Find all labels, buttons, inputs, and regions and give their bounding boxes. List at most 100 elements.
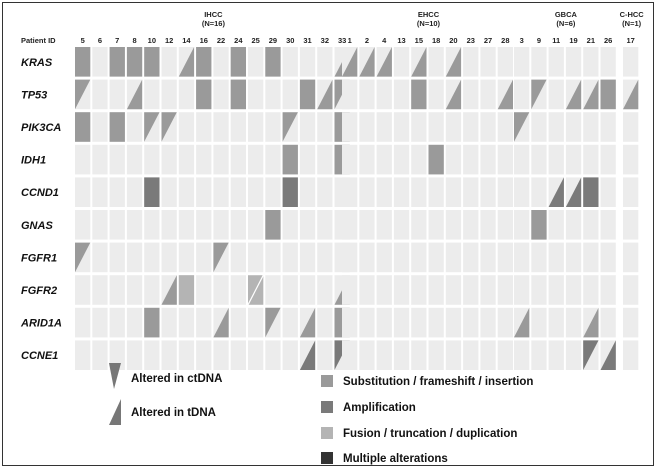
patient-id: 12 bbox=[165, 36, 173, 45]
patient-id-header: Patient ID bbox=[21, 36, 56, 45]
empty-cell bbox=[411, 340, 427, 370]
empty-cell bbox=[376, 144, 392, 175]
empty-cell bbox=[265, 242, 281, 273]
empty-cell bbox=[428, 275, 444, 305]
empty-cell bbox=[623, 177, 639, 207]
empty-cell bbox=[623, 275, 639, 305]
empty-cell bbox=[463, 340, 479, 370]
gene-label: IDH1 bbox=[21, 155, 46, 167]
empty-cell bbox=[480, 340, 496, 370]
empty-cell bbox=[126, 242, 143, 273]
patient-id: 16 bbox=[200, 36, 208, 45]
empty-cell bbox=[265, 275, 281, 305]
empty-cell bbox=[548, 79, 564, 110]
empty-cell bbox=[282, 307, 298, 338]
empty-cell bbox=[196, 242, 212, 273]
empty-cell bbox=[445, 275, 462, 305]
empty-cell bbox=[299, 47, 316, 77]
legend-ctdna-label: Altered in ctDNA bbox=[131, 373, 222, 385]
empty-cell bbox=[92, 242, 108, 273]
alteration-cell bbox=[75, 47, 91, 77]
alteration-cell bbox=[196, 47, 212, 77]
empty-cell bbox=[178, 340, 195, 370]
empty-cell bbox=[393, 79, 410, 110]
empty-cell bbox=[230, 210, 246, 240]
empty-cell bbox=[548, 340, 564, 370]
empty-cell bbox=[376, 307, 392, 338]
empty-cell bbox=[445, 210, 462, 240]
empty-cell bbox=[531, 242, 547, 273]
empty-cell bbox=[463, 112, 479, 142]
empty-cell bbox=[480, 177, 496, 207]
empty-cell bbox=[514, 275, 530, 305]
alteration-cell bbox=[531, 210, 547, 240]
empty-cell bbox=[178, 242, 195, 273]
empty-cell bbox=[144, 242, 160, 273]
legend: Altered in ctDNA Altered in tDNA Substit… bbox=[109, 363, 533, 465]
empty-cell bbox=[583, 242, 599, 273]
empty-cell bbox=[213, 177, 229, 207]
empty-cell bbox=[359, 275, 375, 305]
empty-cell bbox=[230, 112, 246, 142]
empty-cell bbox=[548, 47, 564, 77]
empty-cell bbox=[428, 242, 444, 273]
empty-cell bbox=[497, 177, 513, 207]
empty-cell bbox=[92, 210, 108, 240]
empty-cell bbox=[342, 210, 358, 240]
empty-cell bbox=[299, 242, 316, 273]
patient-id: 20 bbox=[449, 36, 457, 45]
patient-id: 22 bbox=[217, 36, 225, 45]
empty-cell bbox=[565, 47, 582, 77]
gene-label: FGFR1 bbox=[21, 252, 57, 264]
empty-cell bbox=[109, 242, 125, 273]
alteration-cell bbox=[600, 79, 616, 110]
alteration-tdna-triangle bbox=[600, 340, 616, 370]
empty-cell bbox=[411, 307, 427, 338]
empty-cell bbox=[109, 340, 125, 370]
alteration-tdna-triangle bbox=[565, 177, 582, 207]
patient-id: 28 bbox=[501, 36, 509, 45]
alteration-cell bbox=[265, 47, 281, 77]
patient-id: 7 bbox=[115, 36, 119, 45]
empty-cell bbox=[359, 242, 375, 273]
legend-ctdna-icon bbox=[109, 363, 121, 389]
empty-cell bbox=[144, 340, 160, 370]
empty-cell bbox=[178, 210, 195, 240]
empty-cell bbox=[144, 79, 160, 110]
patient-id: 33 bbox=[338, 36, 346, 45]
patient-id: 32 bbox=[321, 36, 329, 45]
empty-cell bbox=[548, 275, 564, 305]
alteration-tdna-triangle bbox=[376, 47, 392, 77]
empty-cell bbox=[514, 242, 530, 273]
empty-cell bbox=[213, 340, 229, 370]
empty-cell bbox=[359, 307, 375, 338]
empty-cell bbox=[623, 144, 639, 175]
empty-cell bbox=[463, 79, 479, 110]
empty-cell bbox=[317, 275, 333, 305]
empty-cell bbox=[565, 242, 582, 273]
empty-cell bbox=[109, 210, 125, 240]
alteration-cell bbox=[230, 79, 246, 110]
empty-cell bbox=[75, 275, 91, 305]
empty-cell bbox=[161, 144, 177, 175]
empty-cell bbox=[342, 275, 358, 305]
empty-cell bbox=[248, 47, 264, 77]
empty-cell bbox=[317, 112, 333, 142]
empty-cell bbox=[548, 307, 564, 338]
empty-cell bbox=[623, 210, 639, 240]
empty-cell bbox=[161, 242, 177, 273]
empty-cell bbox=[282, 79, 298, 110]
legend-multiple-swatch bbox=[321, 452, 333, 464]
empty-cell bbox=[342, 177, 358, 207]
alteration-cell bbox=[299, 79, 316, 110]
patient-id: 10 bbox=[148, 36, 156, 45]
empty-cell bbox=[317, 242, 333, 273]
empty-cell bbox=[393, 275, 410, 305]
empty-cell bbox=[497, 47, 513, 77]
empty-cell bbox=[393, 242, 410, 273]
alteration-cell bbox=[144, 307, 160, 338]
empty-cell bbox=[600, 242, 616, 273]
empty-cell bbox=[144, 275, 160, 305]
empty-cell bbox=[92, 177, 108, 207]
